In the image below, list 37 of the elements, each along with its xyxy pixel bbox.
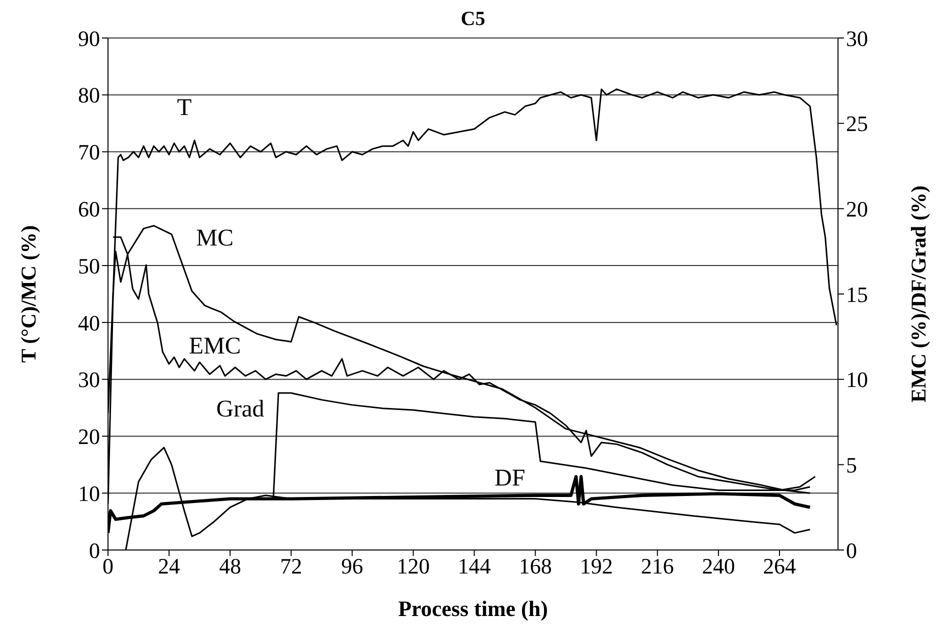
y-tick-label: 20 [78,424,100,450]
y-tick-label: 30 [78,367,100,392]
x-tick-label: 264 [763,554,796,579]
x-axis-title: Process time (h) [398,596,548,621]
y2-tick-label: 15 [846,282,868,307]
x-tick-label: 96 [341,554,364,579]
x-tick-label: 168 [518,554,552,579]
y2-tick-label: 0 [846,538,857,563]
y-tick-label: 0 [89,538,100,563]
y2-tick-label: 10 [846,367,868,392]
y-tick-label: 80 [78,82,100,108]
y-tick-label: 70 [78,140,100,165]
y2-axis-title: EMC (%)/DF/Grad (%) [906,186,930,402]
series-label: DF [494,466,526,492]
y-tick-label: 90 [78,26,100,51]
y2-tick-label: 30 [846,26,868,51]
series-label: Grad [216,396,264,422]
y2-tick-label: 20 [846,196,868,222]
y-axis-title: T (°C)/MC (%) [16,225,40,363]
x-tick-label: 24 [158,554,180,579]
x-tick-label: 240 [702,554,735,579]
y2-tick-label: 25 [846,111,868,136]
x-tick-label: 192 [580,554,613,579]
series-label: EMC [188,334,241,360]
x-tick-label: 120 [396,554,430,579]
x-tick-label: 144 [458,554,491,579]
x-tick-label: 216 [640,554,674,579]
series-label: MC [196,226,234,252]
y-tick-label: 10 [78,480,100,506]
y2-tick-label: 5 [846,452,857,478]
y-tick-label: 60 [78,196,100,222]
x-tick-label: 48 [219,554,242,579]
x-tick-label: 72 [280,554,302,579]
series-label: T [176,94,192,121]
y-tick-label: 50 [78,253,100,278]
y-tick-label: 40 [78,310,100,336]
chart-title: C5 [460,8,486,30]
